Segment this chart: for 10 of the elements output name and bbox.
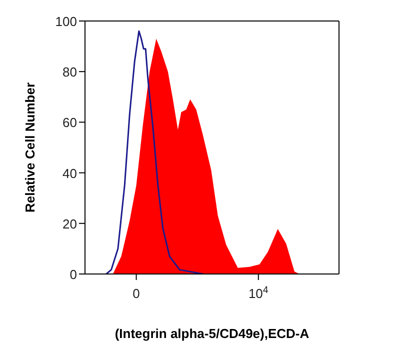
x-tick-label: 10$^{4}$ [248,284,269,301]
y-axis-title: Relative Cell Number [22,82,38,213]
y-tick-label: 100 [55,14,77,29]
y-tick-label: 60 [62,115,77,130]
x-axis-title: (Integrin alpha-5/CD49e),ECD-A [114,326,310,341]
y-tick-label: 40 [62,166,77,181]
y-tick-label: 20 [62,216,77,232]
y-tick-label: 80 [62,64,77,80]
line-series [106,30,204,274]
y-tick-label: 0 [70,267,77,282]
